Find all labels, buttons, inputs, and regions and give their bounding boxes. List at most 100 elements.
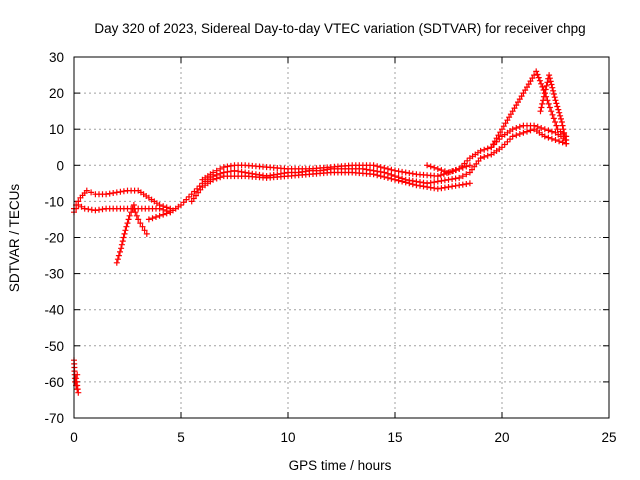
data-point	[213, 167, 220, 174]
y-tick-label: -10	[44, 194, 64, 209]
data-point	[409, 181, 416, 188]
data-point	[477, 147, 484, 154]
data-point	[516, 123, 523, 130]
plot-frame	[73, 56, 610, 419]
data-point	[145, 216, 152, 223]
data-point	[119, 238, 126, 245]
data-point	[531, 122, 538, 129]
data-point	[552, 119, 559, 125]
series-dip-3	[145, 209, 174, 223]
data-point	[560, 126, 567, 133]
data-point	[384, 165, 391, 172]
data-point	[445, 169, 452, 176]
data-point	[520, 129, 527, 136]
data-point	[78, 203, 85, 210]
data-point	[536, 77, 543, 84]
data-point	[552, 97, 559, 104]
data-point	[377, 164, 384, 171]
data-point	[427, 163, 434, 170]
data-point	[545, 100, 552, 107]
y-tick-label: -20	[44, 231, 64, 246]
series-main-track	[71, 126, 570, 216]
data-point	[118, 241, 125, 248]
data-point	[143, 230, 150, 237]
data-point	[484, 145, 491, 152]
data-point	[210, 169, 217, 176]
data-point	[540, 97, 547, 104]
data-point	[188, 191, 195, 198]
data-point	[160, 211, 167, 218]
data-point	[424, 162, 431, 169]
data-point	[555, 106, 562, 113]
data-point	[509, 126, 516, 133]
data-point	[549, 84, 556, 91]
data-point	[541, 133, 548, 140]
data-point	[556, 138, 563, 145]
data-point	[456, 165, 463, 172]
series-upper-track	[199, 122, 570, 183]
data-point	[552, 137, 559, 143]
data-point	[537, 108, 544, 115]
data-point	[191, 188, 198, 195]
data-series	[71, 68, 570, 396]
data-point	[540, 93, 547, 100]
data-point	[120, 234, 127, 241]
data-point	[149, 215, 156, 222]
data-point	[406, 180, 413, 187]
y-tick-label: -30	[44, 267, 64, 282]
data-point	[75, 389, 82, 396]
data-point	[543, 82, 550, 89]
y-tick-label: -40	[44, 303, 64, 318]
data-point	[388, 175, 395, 182]
data-point	[88, 189, 95, 196]
data-point	[542, 86, 549, 93]
data-point	[183, 196, 190, 203]
data-point	[135, 216, 142, 223]
data-point	[545, 127, 552, 134]
data-point	[121, 230, 128, 237]
data-point	[548, 128, 555, 135]
x-tick-label: 0	[70, 430, 78, 445]
data-point	[538, 104, 545, 111]
data-point	[117, 248, 123, 255]
data-point	[434, 165, 441, 172]
data-point	[538, 80, 545, 87]
data-point	[509, 133, 516, 140]
data-point	[557, 112, 564, 119]
data-point	[370, 162, 377, 169]
y-tick-label: 10	[49, 122, 64, 137]
data-point	[562, 137, 569, 143]
data-point	[484, 152, 491, 159]
data-point	[124, 220, 131, 227]
x-axis-label: GPS time / hours	[289, 458, 392, 473]
data-point	[547, 78, 554, 85]
data-point	[546, 75, 553, 82]
data-point	[548, 81, 555, 88]
data-point	[463, 181, 470, 187]
data-point	[463, 163, 470, 170]
data-point	[561, 129, 568, 136]
data-point	[133, 212, 140, 219]
data-point	[399, 178, 406, 185]
data-point	[431, 164, 438, 171]
data-point	[153, 214, 159, 220]
data-point	[217, 174, 224, 181]
data-point	[156, 202, 163, 208]
y-tick-label: -50	[44, 339, 64, 354]
data-point	[539, 83, 546, 90]
data-point	[481, 153, 488, 160]
data-point	[466, 162, 473, 169]
data-point	[550, 115, 557, 122]
data-point	[186, 193, 192, 200]
data-point	[553, 122, 560, 129]
data-point	[167, 209, 174, 216]
data-point	[118, 245, 125, 252]
data-point	[544, 79, 551, 86]
data-point	[370, 171, 377, 178]
data-point	[126, 212, 133, 219]
data-point	[210, 176, 217, 183]
y-axis-label: SDTVAR / TECUs	[7, 184, 22, 293]
data-point	[466, 180, 473, 187]
y-tick-label: -70	[44, 411, 64, 426]
